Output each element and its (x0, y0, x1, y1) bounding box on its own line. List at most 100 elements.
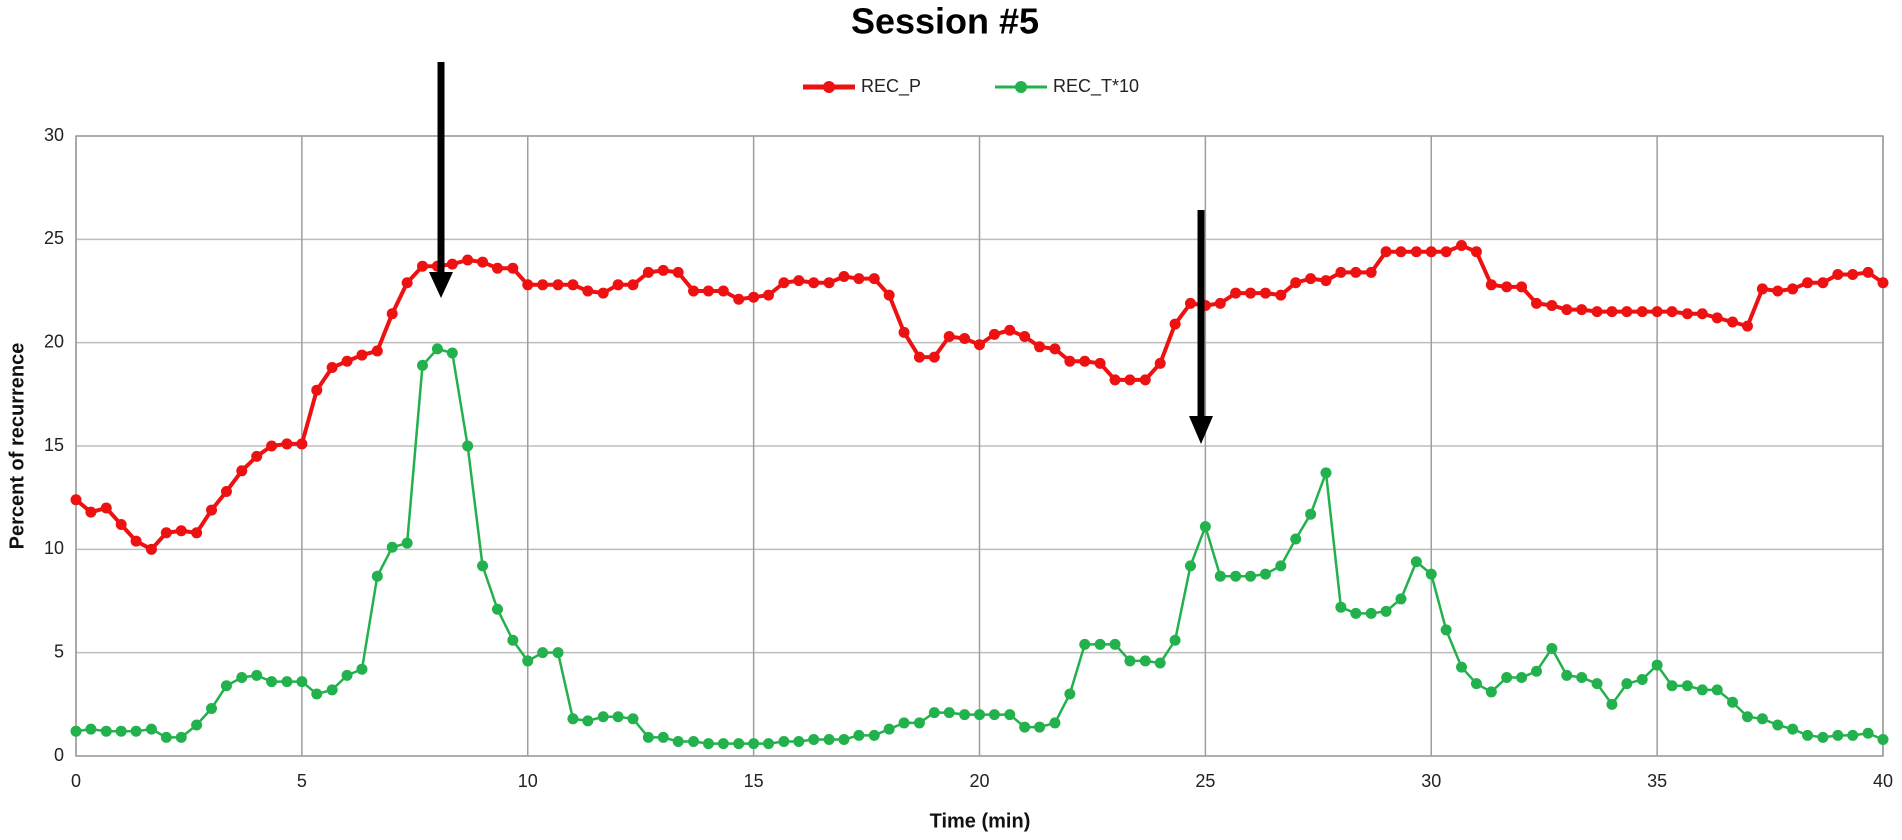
data-point (1696, 684, 1708, 696)
data-point (1079, 638, 1091, 650)
data-point (416, 260, 428, 272)
data-point (898, 717, 910, 729)
data-point (1169, 634, 1181, 646)
data-point (311, 384, 323, 396)
data-point (1154, 657, 1166, 669)
data-point (1275, 289, 1287, 301)
data-point (1139, 655, 1151, 667)
data-point (717, 738, 729, 750)
data-point (191, 527, 203, 539)
data-point (1606, 306, 1618, 318)
x-tick-label: 30 (1421, 771, 1441, 791)
data-point (236, 671, 248, 683)
data-point (1727, 696, 1739, 708)
data-point (1621, 678, 1633, 690)
x-tick-label: 15 (744, 771, 764, 791)
data-point (1425, 246, 1437, 258)
data-point (1230, 570, 1242, 582)
data-point (537, 647, 549, 659)
data-point (1380, 246, 1392, 258)
data-point (1546, 643, 1558, 655)
data-point (823, 733, 835, 745)
data-point (778, 736, 790, 748)
data-point (1320, 275, 1332, 287)
data-point (823, 277, 835, 289)
data-point (1410, 246, 1422, 258)
data-point (943, 707, 955, 719)
data-point (1004, 709, 1016, 721)
data-point (642, 266, 654, 278)
data-point (175, 731, 187, 743)
data-point (688, 736, 700, 748)
data-point (1440, 246, 1452, 258)
data-point (763, 738, 775, 750)
data-point (1651, 306, 1663, 318)
data-point (130, 535, 142, 547)
data-point (1470, 246, 1482, 258)
data-point (838, 271, 850, 283)
data-point (1019, 330, 1031, 342)
data-point (1666, 680, 1678, 692)
y-tick-label: 5 (54, 641, 64, 661)
legend-label: REC_P (861, 76, 921, 97)
data-point (1651, 659, 1663, 671)
data-point (657, 731, 669, 743)
data-point (1259, 287, 1271, 299)
data-point (1320, 467, 1332, 479)
data-point (1727, 316, 1739, 328)
data-point (1711, 684, 1723, 696)
data-point (386, 308, 398, 320)
data-point (793, 275, 805, 287)
data-point (959, 333, 971, 345)
data-point (1485, 686, 1497, 698)
data-point (1817, 277, 1829, 289)
data-point (748, 738, 760, 750)
data-point (1531, 665, 1543, 677)
data-point (868, 273, 880, 285)
data-point (1290, 533, 1302, 545)
data-point (1365, 266, 1377, 278)
data-point (1350, 607, 1362, 619)
data-point (1034, 721, 1046, 733)
data-point (1561, 669, 1573, 681)
data-point (988, 709, 1000, 721)
data-point (1109, 374, 1121, 386)
data-point (115, 725, 127, 737)
data-point (507, 262, 519, 274)
data-point (85, 506, 97, 518)
data-point (236, 465, 248, 477)
data-point (191, 719, 203, 731)
data-point (988, 328, 1000, 340)
data-point (507, 634, 519, 646)
plot-area: 0 5 10 15 20 25 30 0 5 10 15 20 25 30 35 40 (44, 125, 1893, 791)
data-point (1862, 727, 1874, 739)
data-point (1877, 277, 1889, 289)
data-point (1546, 299, 1558, 311)
data-point (1350, 266, 1362, 278)
data-point (552, 279, 564, 291)
data-point (371, 345, 383, 357)
data-point (100, 725, 112, 737)
data-point (597, 711, 609, 723)
data-point (1456, 240, 1468, 252)
data-point (672, 266, 684, 278)
data-point (898, 326, 910, 338)
data-point (145, 723, 157, 735)
data-point (251, 450, 263, 462)
data-point (537, 279, 549, 291)
data-point (702, 738, 714, 750)
data-point (266, 440, 278, 452)
data-point (206, 702, 218, 714)
legend-marker (1015, 81, 1027, 93)
data-point (175, 525, 187, 537)
data-point (1741, 320, 1753, 332)
data-point (1139, 374, 1151, 386)
data-point (1305, 273, 1317, 285)
data-point (1259, 568, 1271, 580)
data-point (928, 707, 940, 719)
data-point (838, 733, 850, 745)
data-point (1501, 671, 1513, 683)
data-point (1832, 268, 1844, 280)
data-point (1832, 729, 1844, 741)
